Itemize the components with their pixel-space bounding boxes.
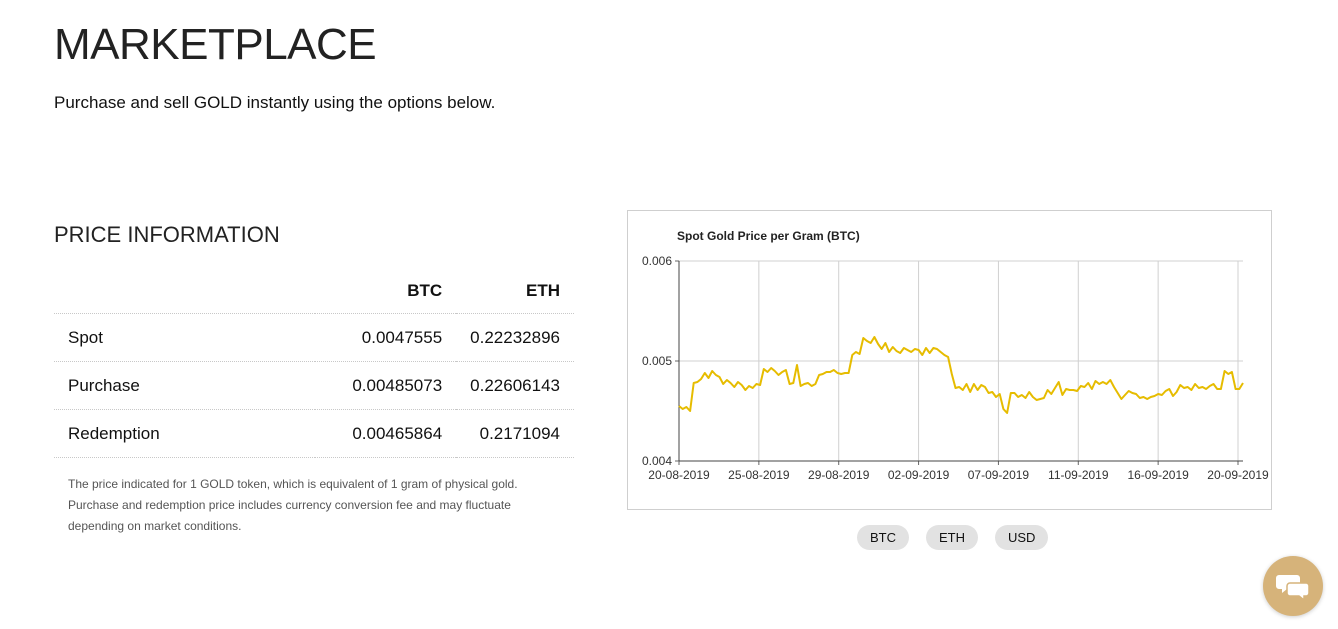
price-table: BTC ETH Spot 0.0047555 0.22232896 Purcha… [54, 268, 574, 458]
chat-button[interactable] [1263, 556, 1323, 616]
x-axis-ticks: 20-08-2019 25-08-2019 29-08-2019 02-09-2019… [648, 468, 1269, 482]
price-table-header: BTC ETH [54, 268, 574, 314]
chat-bubbles-icon [1276, 575, 1310, 600]
y-tick-label: 0.006 [642, 254, 672, 268]
x-tick-label: 25-08-2019 [728, 468, 790, 482]
header-eth: ETH [456, 268, 574, 314]
header-label-cell [54, 268, 315, 314]
price-chart-svg: Spot Gold Price per Gram (BTC) 0.0040.00… [642, 229, 1269, 482]
currency-tab-usd[interactable]: USD [995, 525, 1049, 550]
y-tick-label: 0.004 [642, 454, 672, 468]
eth-value: 0.22606143 [456, 361, 574, 410]
currency-tab-btc[interactable]: BTC [857, 525, 909, 550]
table-row-spot: Spot 0.0047555 0.22232896 [54, 313, 574, 362]
page-title: MARKETPLACE [54, 20, 377, 69]
x-tick-label: 11-09-2019 [1048, 468, 1109, 482]
y-axis-ticks: 0.004 0.005 0.006 [642, 254, 672, 468]
chart-title: Spot Gold Price per Gram (BTC) [677, 229, 860, 243]
table-row-purchase: Purchase 0.00485073 0.22606143 [54, 361, 574, 410]
price-chart: Spot Gold Price per Gram (BTC) 0.004 0.00… [627, 210, 1272, 510]
x-tick-label: 16-09-2019 [1127, 468, 1189, 482]
series-line [678, 336, 1244, 414]
currency-tabs: BTC ETH USD [857, 525, 1049, 550]
row-label: Spot [54, 313, 315, 362]
y-tick-label: 0.005 [642, 354, 672, 368]
x-tick-label: 20-09-2019 [1207, 468, 1269, 482]
price-information-title: PRICE INFORMATION [54, 222, 280, 247]
eth-value: 0.2171094 [456, 409, 574, 458]
eth-value: 0.22232896 [456, 313, 574, 362]
x-tick-label: 20-08-2019 [648, 468, 710, 482]
btc-value: 0.00465864 [314, 409, 457, 458]
table-row-redemption: Redemption 0.00465864 0.2171094 [54, 409, 574, 458]
chart-grid [678, 260, 1243, 462]
currency-tab-eth[interactable]: ETH [926, 525, 978, 550]
btc-value: 0.0047555 [314, 313, 457, 362]
row-label: Purchase [54, 361, 315, 410]
row-label: Redemption [54, 409, 315, 458]
price-footnote: The price indicated for 1 GOLD token, wh… [68, 477, 518, 533]
x-tick-label: 29-08-2019 [808, 468, 870, 482]
page-subtitle: Purchase and sell GOLD instantly using t… [54, 93, 496, 112]
x-tick-label: 02-09-2019 [888, 468, 950, 482]
header-btc: BTC [314, 268, 457, 314]
btc-value: 0.00485073 [314, 361, 457, 410]
x-tick-label: 07-09-2019 [968, 468, 1030, 482]
chart-axes [675, 260, 1243, 465]
